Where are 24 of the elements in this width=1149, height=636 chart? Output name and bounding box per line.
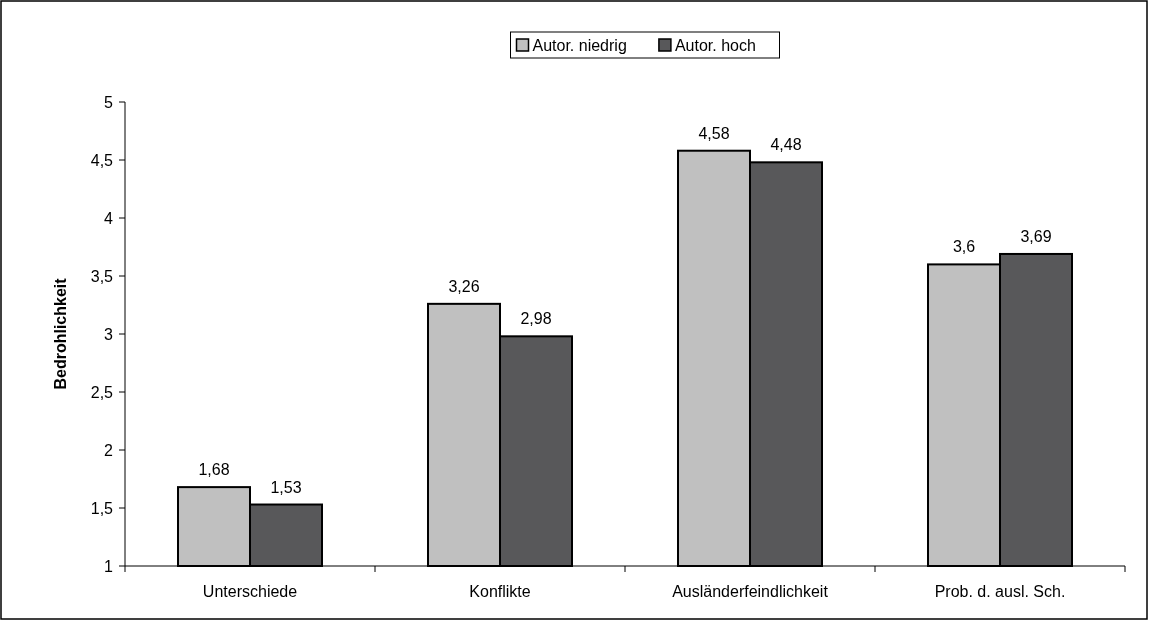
x-tick-label: Unterschiede xyxy=(202,583,298,600)
x-tick-label: Prob. d. ausl. Sch. xyxy=(934,583,1066,600)
legend-label: Autor. niedrig xyxy=(532,37,627,54)
y-tick-label: 3,5 xyxy=(90,268,114,285)
data-label: 2,98 xyxy=(520,310,552,328)
data-label: 4,48 xyxy=(770,136,802,154)
x-tick-label: Ausländerfeindlichkeit xyxy=(672,583,829,600)
y-tick-label: 5 xyxy=(104,94,114,111)
y-tick-label: 1,5 xyxy=(90,500,114,517)
data-label: 3,26 xyxy=(448,277,480,295)
y-tick-label: 4,5 xyxy=(90,152,114,169)
x-tick-label: Konflikte xyxy=(469,583,531,600)
y-tick-label: 4 xyxy=(104,210,114,227)
y-tick-label: 1 xyxy=(104,558,114,575)
data-label: 4,58 xyxy=(698,124,730,142)
y-tick-label: 3 xyxy=(104,326,114,343)
y-tick-label: 2 xyxy=(104,442,114,459)
data-label: 1,68 xyxy=(198,461,230,479)
data-label: 1,53 xyxy=(270,478,302,496)
y-tick-label: 2,5 xyxy=(90,384,114,401)
data-label: 3,6 xyxy=(952,238,976,256)
data-label: 3,69 xyxy=(1020,227,1052,245)
y-axis-title: Bedrohlichkeit xyxy=(52,277,69,390)
legend-label: Autor. hoch xyxy=(674,37,756,54)
